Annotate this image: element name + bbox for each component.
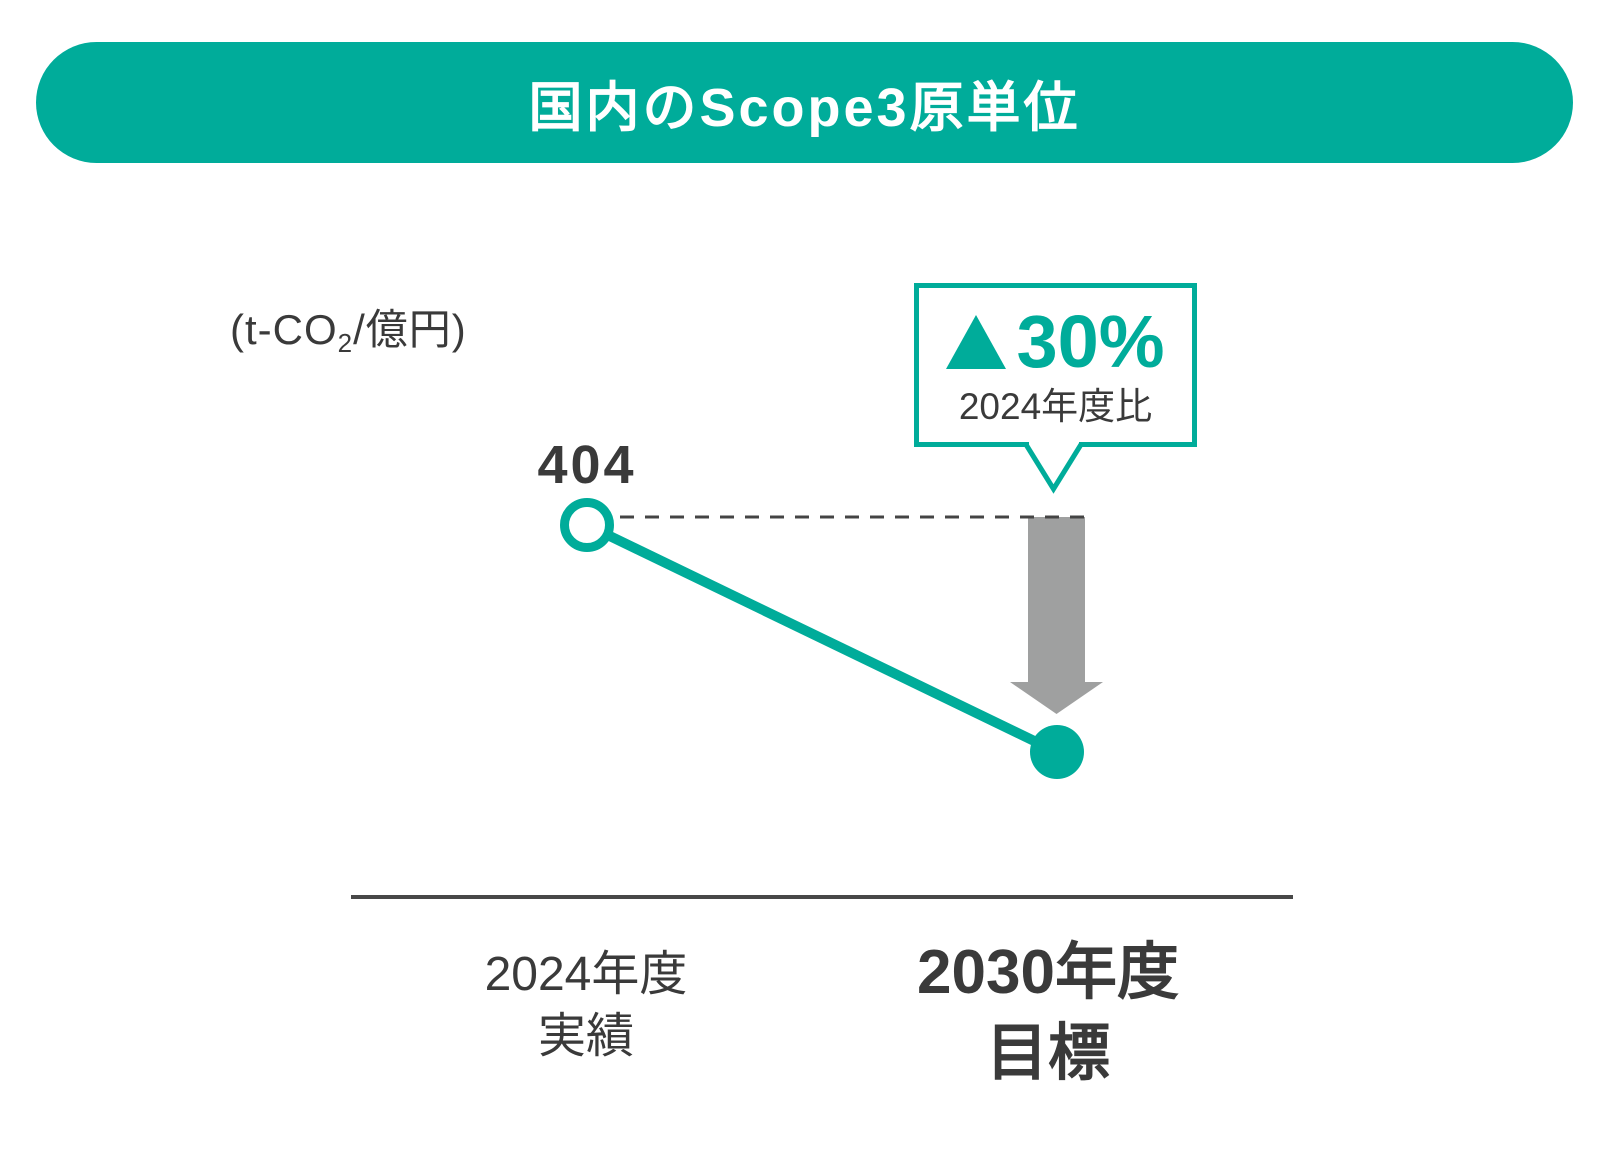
x-label-2024-year: 2024年度 — [484, 948, 688, 1001]
trend-line — [584, 520, 1060, 757]
page-title: 国内のScope3原単位 — [528, 78, 1081, 138]
point-2030-marker — [1030, 725, 1084, 779]
data-label-2024-value: 404 — [537, 435, 637, 495]
point-2024-marker — [560, 498, 614, 552]
reduction-basis-label: 2024年度比 — [958, 385, 1153, 427]
unit-suffix: /億円) — [353, 306, 467, 353]
triangle-up-icon — [946, 314, 1007, 369]
title-banner: 国内のScope3原単位 — [36, 42, 1573, 163]
reduction-target-callout: 30% 2024年度比 — [914, 283, 1197, 447]
y-axis-unit-label: (t-CO2/億円) — [230, 296, 467, 358]
down-arrow-icon — [1010, 517, 1103, 714]
x-label-2030-year: 2030年度 — [917, 938, 1179, 1007]
unit-prefix: (t-CO — [230, 306, 338, 353]
x-axis-line — [351, 895, 1293, 899]
unit-subscript: 2 — [337, 328, 354, 358]
callout-main-row: 30% — [946, 299, 1165, 383]
x-label-2030: 2030年度 目標 — [873, 933, 1223, 1094]
x-label-2024-type: 実績 — [537, 1010, 634, 1064]
callout-tail — [1023, 443, 1084, 494]
reduction-percentage: 30% — [1016, 299, 1165, 383]
x-label-2024: 2024年度 実績 — [436, 944, 736, 1069]
x-label-2030-type: 目標 — [985, 1018, 1110, 1088]
